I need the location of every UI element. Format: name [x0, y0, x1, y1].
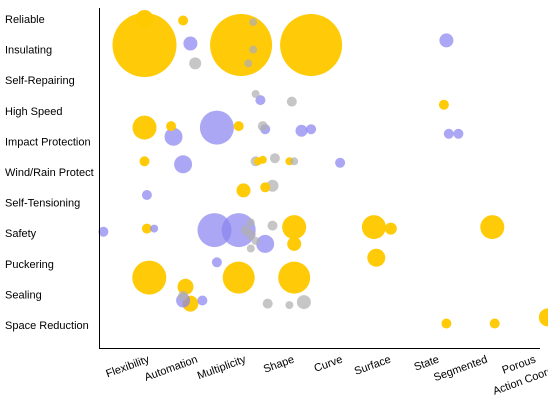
x-tick-label-segmented: Segmented	[432, 354, 489, 385]
x-tick-label-surface: Surface	[353, 354, 393, 378]
bubble-gold-29	[489, 318, 500, 329]
y-tick-label-insulating: Insulating	[5, 45, 52, 57]
bubble-gray-8	[269, 153, 280, 164]
bubble-gold-24	[177, 278, 194, 295]
bubble-gray-16	[267, 220, 278, 231]
bubble-blue-3	[164, 127, 183, 146]
bubble-gold-22	[367, 248, 386, 267]
bubble-gray-4	[251, 90, 260, 98]
y-tick-labels: Reliable Insulating Self-Repairing High Spe…	[5, 14, 94, 332]
bubble-gold-18	[361, 215, 386, 240]
x-tick-label-multiplicity: Multiplicity	[196, 353, 248, 382]
bubble-gold-8	[233, 121, 244, 132]
bubble-blue-14	[98, 226, 109, 237]
bubble-gold-1	[178, 15, 189, 26]
bubble-blue-15	[150, 224, 159, 233]
y-tick-label-puckering: Puckering	[5, 259, 54, 271]
bubble-blue-4	[199, 110, 234, 145]
bubble-gray-2	[244, 59, 253, 68]
bubble-gold-2	[112, 13, 177, 77]
bubble-gray-20	[178, 290, 189, 301]
bubble-gold-4	[280, 14, 343, 76]
bubble-gold-20	[480, 215, 505, 240]
x-tick-label-shape: Shape	[262, 354, 296, 376]
bubble-gold-23	[132, 260, 167, 295]
bubble-gold-26	[278, 261, 311, 294]
bubble-gold-16	[141, 223, 152, 234]
bubble-blue-2	[255, 95, 266, 106]
bubble-gold-28	[441, 318, 452, 329]
bubble-gray-1	[249, 45, 258, 54]
bubble-gold-13	[236, 183, 251, 198]
y-tick-label-high-speed: High Speed	[5, 106, 63, 118]
bubble-gold-3	[210, 14, 273, 76]
bubble-gold-19	[384, 222, 397, 235]
y-tick-label-sealing: Sealing	[5, 289, 42, 301]
bubble-gold-11	[258, 155, 267, 164]
bubble-gray-11	[246, 218, 255, 227]
bubble-gold-6	[132, 115, 157, 140]
bubble-blue-13	[141, 190, 152, 200]
bubble-blue-8	[443, 128, 454, 139]
bubble-gray-19	[262, 298, 273, 309]
bubble-gold-14	[260, 182, 271, 193]
axes-layer	[99, 8, 540, 349]
bubble-blue-1	[183, 36, 198, 51]
y-tick-label-space-reduction: Space Reduction	[5, 320, 89, 332]
bubble-blue-0	[439, 33, 454, 48]
bubble-blue-16	[197, 213, 232, 248]
y-tick-label-self-repairing: Self-Repairing	[5, 75, 75, 87]
bubble-gray-13	[245, 229, 256, 240]
bubble-blue-11	[335, 157, 346, 168]
y-tick-label-safety: Safety	[5, 228, 37, 240]
bubbles-layer	[98, 10, 548, 329]
bubble-gray-6	[257, 121, 268, 132]
x-tick-label-automation: Automation	[143, 354, 199, 384]
bubble-gray-0	[249, 18, 258, 27]
bubble-gray-14	[251, 236, 260, 245]
bubble-gold-30	[538, 308, 548, 327]
bubble-gray-17	[296, 295, 311, 310]
y-tick-label-reliable: Reliable	[5, 14, 45, 26]
bubble-gold-5	[438, 99, 449, 110]
bubble-blue-6	[295, 124, 308, 137]
bubble-blue-9	[453, 128, 464, 139]
bubble-gold-9	[139, 156, 150, 167]
bubble-blue-21	[197, 295, 208, 306]
bubble-gold-25	[222, 261, 255, 294]
x-tick-label-curve: Curve	[313, 354, 345, 375]
y-tick-label-impact-protection: Impact Protection	[5, 136, 91, 148]
bubble-blue-18	[256, 234, 275, 253]
bubble-gray-3	[189, 57, 202, 70]
bubble-gray-18	[285, 301, 294, 310]
bubble-gray-15	[246, 244, 255, 253]
bubble-blue-7	[306, 124, 317, 135]
bubble-gold-21	[287, 236, 302, 251]
y-tick-label-wind-rain-protect: Wind/Rain Protect	[5, 167, 94, 179]
bubble-gold-17	[282, 215, 307, 240]
bubble-gray-9	[290, 157, 299, 166]
bubble-blue-19	[211, 257, 222, 268]
bubble-gray-5	[286, 96, 297, 107]
bubble-blue-10	[174, 155, 193, 174]
y-tick-label-self-tensioning: Self-Tensioning	[5, 198, 80, 210]
bubble-gold-7	[166, 121, 177, 132]
bubble-gold-0	[135, 10, 154, 28]
